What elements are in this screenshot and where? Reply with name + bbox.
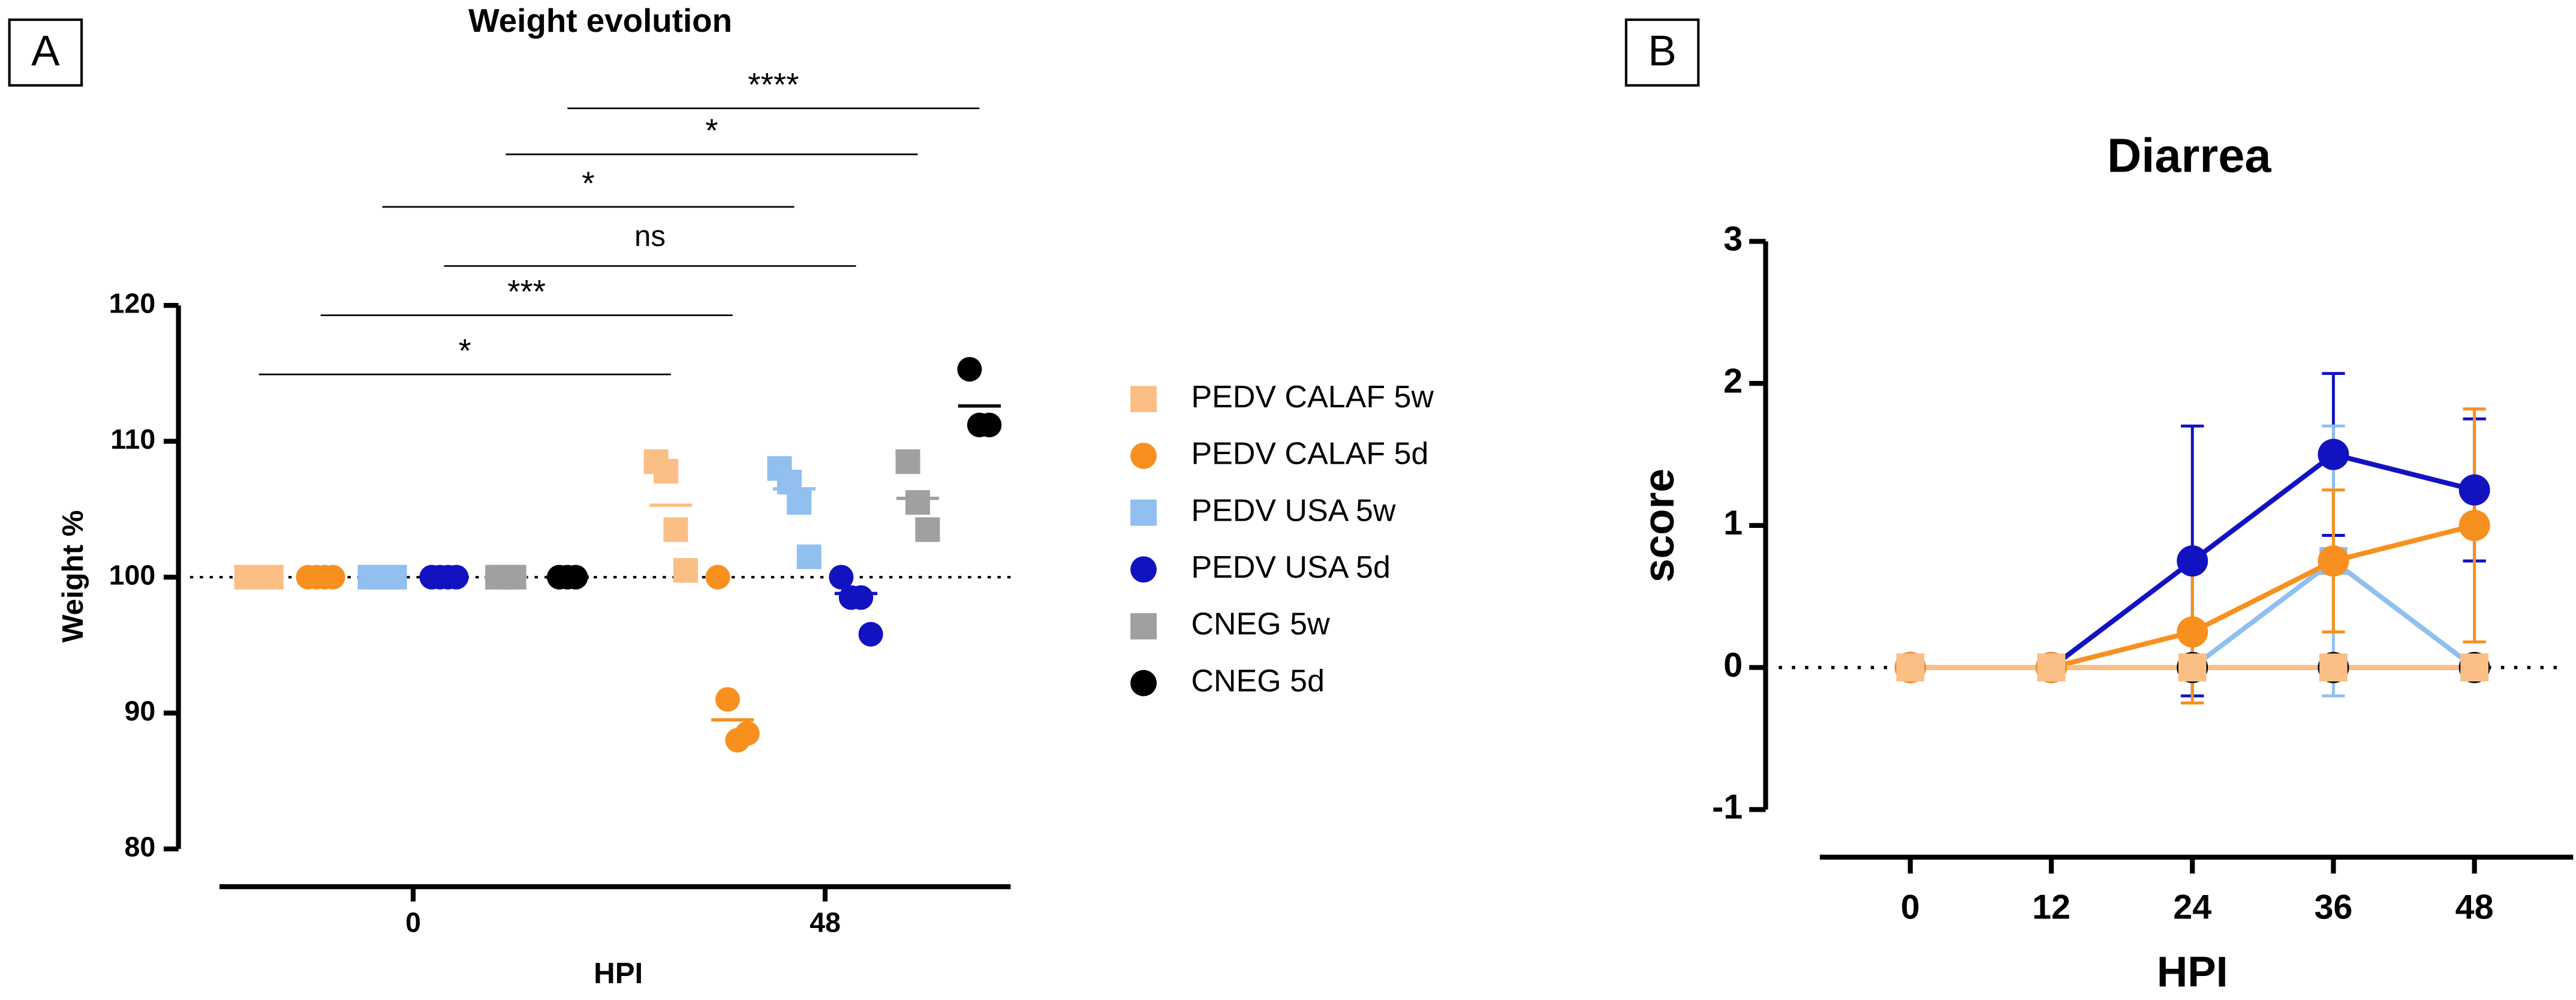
- panel-box: [1624, 18, 1700, 87]
- circle-marker: [1130, 669, 1157, 696]
- x-axis-label: HPI: [2157, 949, 2228, 996]
- circle-marker: [2177, 545, 2208, 577]
- square-marker: [2037, 653, 2066, 681]
- y-tick-label: 100: [109, 559, 156, 590]
- square-marker: [895, 449, 920, 475]
- circle-marker: [2458, 509, 2490, 541]
- legend-label: PEDV USA 5d: [1191, 550, 1391, 585]
- y-tick-label: 120: [109, 287, 156, 319]
- y-tick-label: 1: [1723, 504, 1743, 542]
- circle-marker: [858, 621, 883, 647]
- y-tick-label: 90: [125, 695, 156, 726]
- circle-marker: [957, 357, 982, 382]
- circle-marker: [705, 564, 730, 590]
- x-tick-label: 0: [1901, 888, 1920, 927]
- x-tick-label: 48: [809, 906, 841, 938]
- circle-marker: [735, 721, 760, 746]
- circle-marker: [2177, 616, 2208, 648]
- square-marker: [915, 517, 940, 542]
- significance-label: *: [705, 112, 718, 149]
- significance-label: ****: [748, 66, 799, 103]
- square-marker: [673, 558, 698, 583]
- panel-box: [8, 18, 83, 87]
- legend-label: CNEG 5w: [1191, 607, 1331, 642]
- x-tick-label: 0: [405, 906, 421, 938]
- square-marker: [796, 544, 821, 569]
- chart-title: Diarrea: [2107, 128, 2271, 182]
- circle-marker: [977, 412, 1002, 437]
- circle-marker: [2458, 474, 2490, 506]
- significance-label: ns: [634, 220, 666, 253]
- square-marker: [1130, 386, 1157, 413]
- circle-marker: [848, 585, 874, 610]
- circle-marker: [829, 564, 854, 590]
- y-tick-label: 80: [125, 831, 156, 862]
- circle-marker: [1130, 442, 1157, 469]
- significance-label: *: [582, 164, 594, 202]
- y-axis-label: Weight %: [56, 510, 89, 642]
- square-marker: [787, 490, 812, 515]
- significance-label: *: [459, 332, 471, 369]
- y-tick-label: -1: [1712, 788, 1743, 827]
- square-marker: [654, 458, 679, 484]
- significance-label: ***: [507, 272, 546, 310]
- square-marker: [663, 517, 688, 542]
- legend-label: PEDV CALAF 5w: [1191, 380, 1434, 415]
- x-tick-label: 48: [2455, 888, 2494, 927]
- x-tick-label: 36: [2314, 888, 2352, 927]
- legend-label: PEDV USA 5w: [1191, 493, 1396, 528]
- y-tick-label: 2: [1723, 362, 1743, 400]
- square-marker: [2460, 653, 2488, 681]
- y-axis-label: score: [1636, 469, 1683, 582]
- y-tick-label: 110: [110, 424, 155, 455]
- x-axis-label: HPI: [594, 957, 643, 990]
- legend-label: PEDV CALAF 5d: [1191, 437, 1429, 472]
- panel-label: A: [31, 28, 60, 75]
- circle-marker: [715, 687, 741, 712]
- x-tick-label: 12: [2032, 888, 2071, 927]
- circle-marker: [2318, 545, 2349, 577]
- square-marker: [2178, 653, 2207, 681]
- square-marker: [1130, 613, 1157, 639]
- square-marker: [1896, 653, 1925, 681]
- circle-marker: [2318, 439, 2349, 470]
- panel-label: B: [1648, 28, 1676, 75]
- y-tick-label: 0: [1723, 646, 1743, 684]
- y-tick-label: 3: [1723, 220, 1743, 259]
- square-marker: [905, 490, 931, 515]
- square-marker: [1130, 499, 1157, 526]
- legend-label: CNEG 5d: [1191, 663, 1325, 698]
- chart-title: Weight evolution: [468, 2, 732, 39]
- square-marker: [2319, 653, 2348, 681]
- circle-marker: [1130, 556, 1157, 583]
- x-tick-label: 24: [2173, 888, 2211, 927]
